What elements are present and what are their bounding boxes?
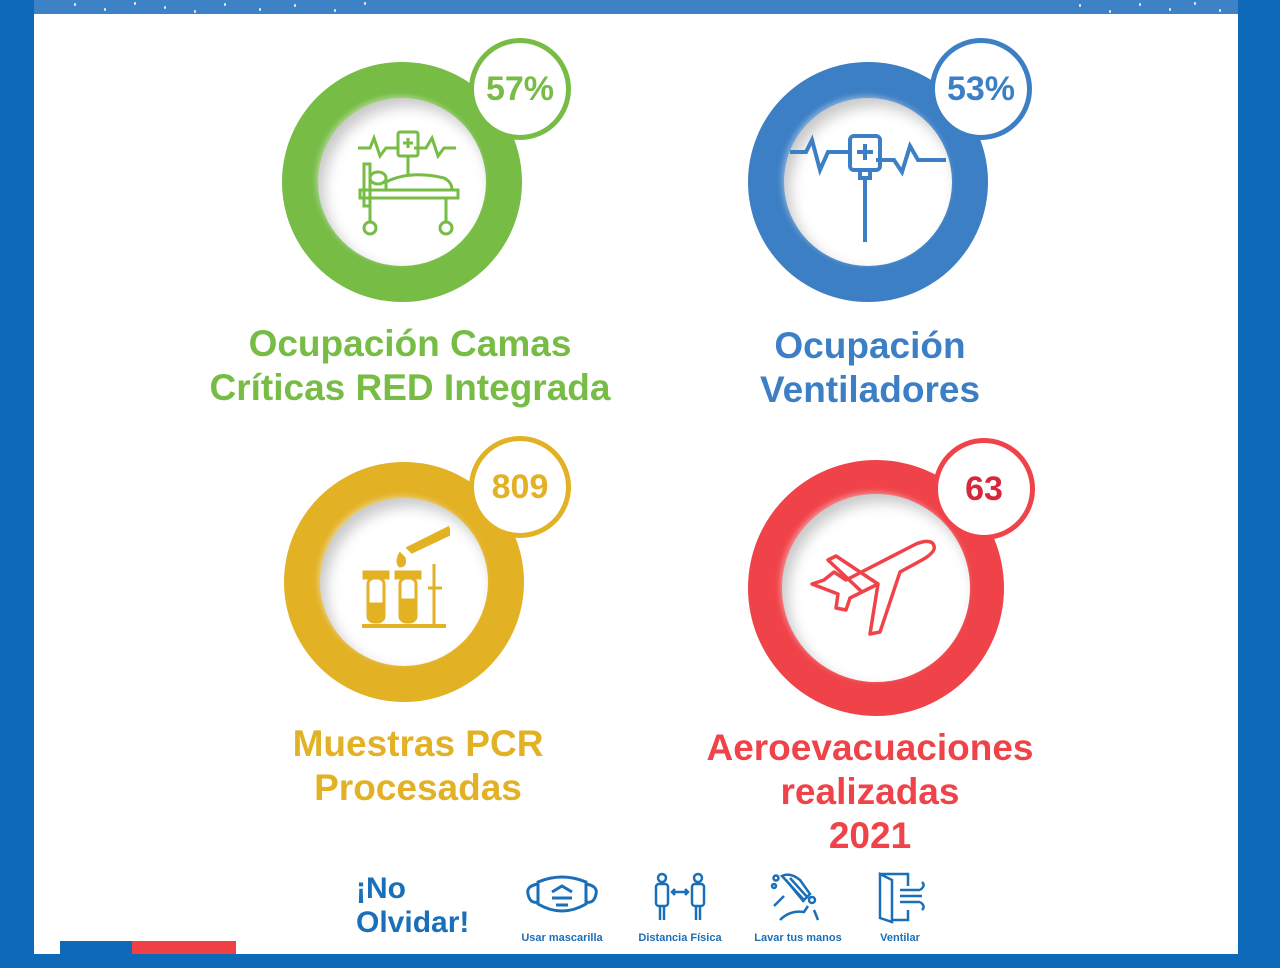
flag-stripe-blue [60, 941, 132, 954]
tip-handwash: Lavar tus manos [746, 872, 850, 944]
top-banner [34, 0, 1238, 14]
stat-value-badge: 809 [469, 436, 571, 538]
infographic-panel [34, 0, 1238, 954]
stat-label: Ocupación Ventiladores [759, 325, 981, 410]
no-olvidar-title: ¡No Olvidar! [356, 872, 470, 939]
test-tubes-icon [362, 525, 450, 628]
ventilator-icon [790, 134, 946, 242]
stat-value-badge: 53% [930, 38, 1032, 140]
stat-label: Muestras PCR Procesadas [292, 723, 544, 808]
tip-distance: Distancia Física [628, 872, 732, 944]
stat-value-badge: 63 [933, 438, 1035, 540]
hospital-bed-icon [358, 130, 460, 236]
bottom-frame [0, 954, 1280, 968]
ventilate-icon [878, 871, 925, 924]
physical-distance-icon [654, 872, 706, 920]
stat-label: Aeroevacuaciones realizadas 2021 [706, 727, 1034, 856]
face-mask-icon [526, 875, 598, 913]
tip-ventilate: Ventilar [862, 871, 938, 944]
hand-wash-icon [770, 873, 820, 921]
reminder-footer: ¡No Olvidar! Usar mascarilla Distancia F… [350, 871, 950, 944]
airplane-icon [810, 539, 936, 636]
stat-value-badge: 57% [469, 38, 571, 140]
flag-stripe-red [132, 941, 236, 954]
stat-label: Ocupación Camas Críticas RED Integrada [209, 323, 611, 408]
tip-mask: Usar mascarilla [514, 872, 610, 944]
